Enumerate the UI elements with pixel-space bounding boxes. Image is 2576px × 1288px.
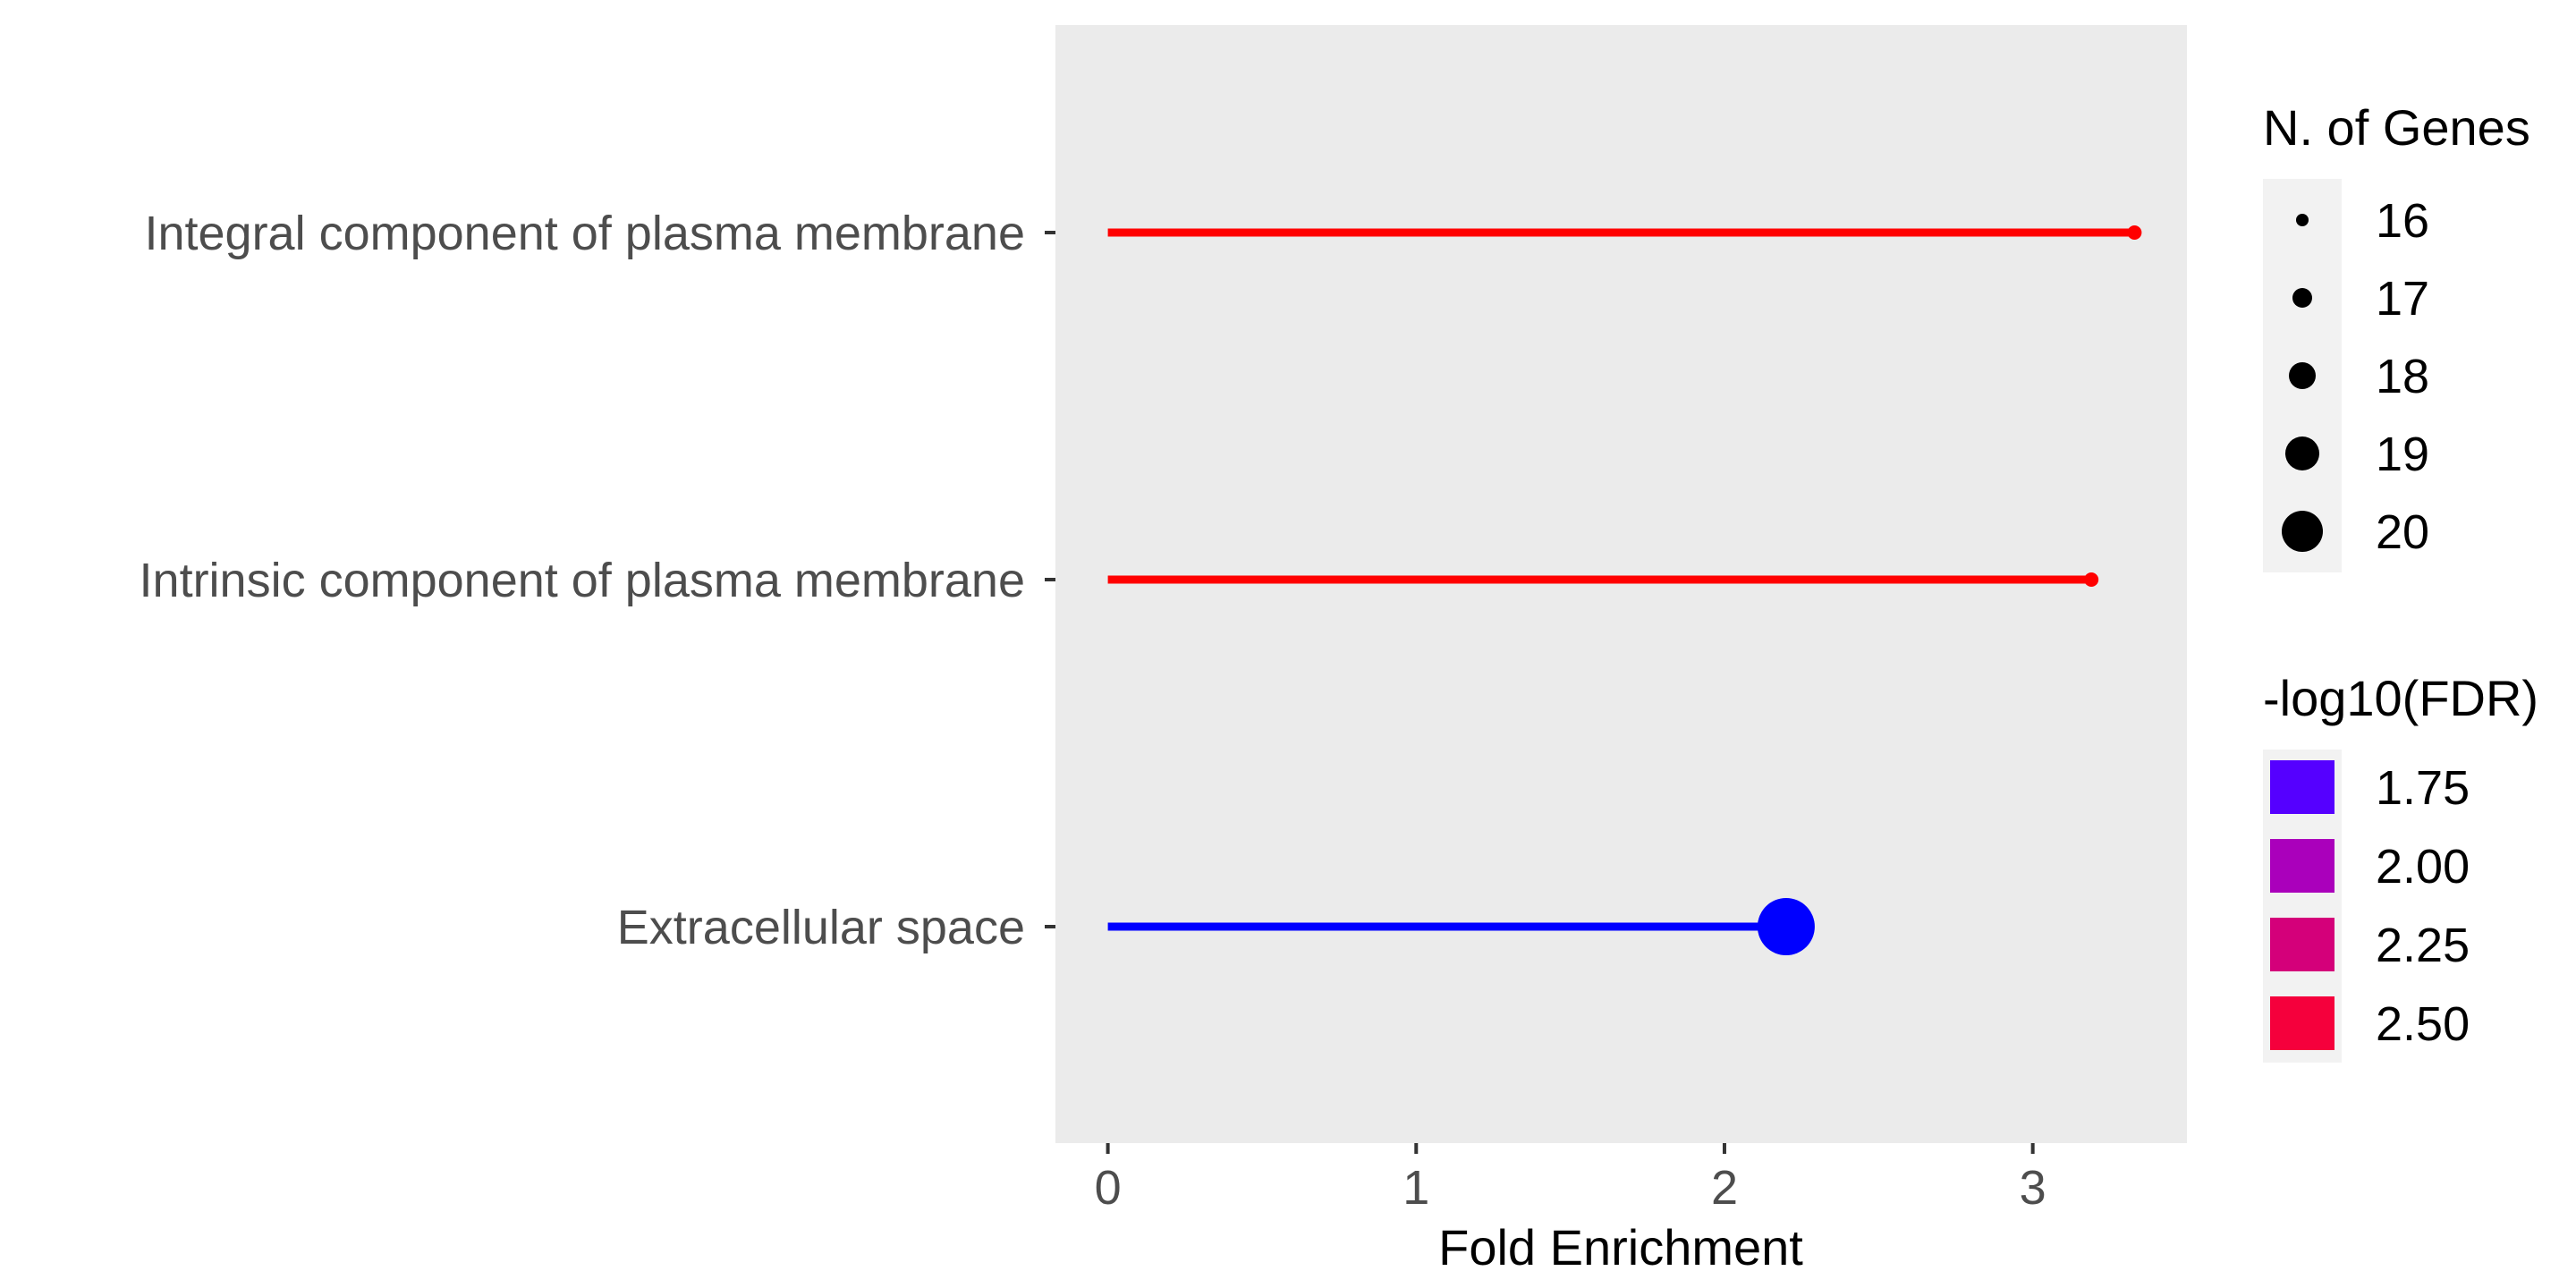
size-legend-key — [2289, 362, 2316, 389]
x-tick-label: 0 — [1095, 1161, 1122, 1215]
color-legend-label: 2.25 — [2376, 919, 2470, 972]
y-tick-label: Integral component of plasma membrane — [144, 207, 1025, 260]
size-legend-key — [2285, 436, 2319, 470]
color-legend-swatch-point — [2275, 996, 2329, 1050]
lollipop-point — [2084, 572, 2099, 587]
lollipop-point — [2127, 225, 2142, 240]
size-legend-key — [2296, 214, 2309, 226]
color-legend: -log10(FDR) 1.75 2.00 2.25 2.50 — [2263, 670, 2538, 1063]
color-legend-entries: 1.75 2.00 2.25 2.50 — [2270, 760, 2470, 1051]
color-legend-swatch-point — [2275, 839, 2329, 893]
color-legend-swatch-point — [2275, 918, 2329, 971]
size-legend-label: 19 — [2376, 428, 2429, 481]
color-legend-label: 2.50 — [2376, 997, 2470, 1051]
size-legend-key — [2282, 511, 2323, 552]
y-tick-label: Intrinsic component of plasma membrane — [140, 554, 1025, 607]
size-legend-label: 16 — [2376, 194, 2429, 248]
size-legend: N. of Genes 16 17 18 19 20 — [2263, 99, 2530, 572]
lollipop-point — [1757, 898, 1815, 955]
x-tick-label: 3 — [2020, 1161, 2046, 1215]
lollipop-marks — [1107, 225, 2142, 955]
size-legend-label: 17 — [2376, 272, 2429, 326]
color-legend-swatch-point — [2275, 760, 2329, 814]
x-tick-label: 2 — [1711, 1161, 1738, 1215]
color-legend-label: 1.75 — [2376, 761, 2470, 815]
y-tick-label: Extracellular space — [617, 901, 1025, 954]
size-legend-label: 18 — [2376, 350, 2429, 403]
size-legend-label: 20 — [2376, 505, 2429, 559]
x-tick-label: 1 — [1402, 1161, 1429, 1215]
color-legend-title: -log10(FDR) — [2263, 670, 2538, 726]
size-legend-title: N. of Genes — [2263, 99, 2530, 156]
x-axis: 0 1 2 3 — [1095, 1143, 2046, 1215]
x-axis-title: Fold Enrichment — [1438, 1219, 1803, 1275]
size-legend-key — [2292, 288, 2312, 308]
y-axis: Integral component of plasma membrane Int… — [140, 207, 1055, 954]
size-legend-entries: 16 17 18 19 20 — [2282, 194, 2429, 559]
color-legend-label: 2.00 — [2376, 840, 2470, 894]
plot-panel — [1055, 25, 2187, 1143]
